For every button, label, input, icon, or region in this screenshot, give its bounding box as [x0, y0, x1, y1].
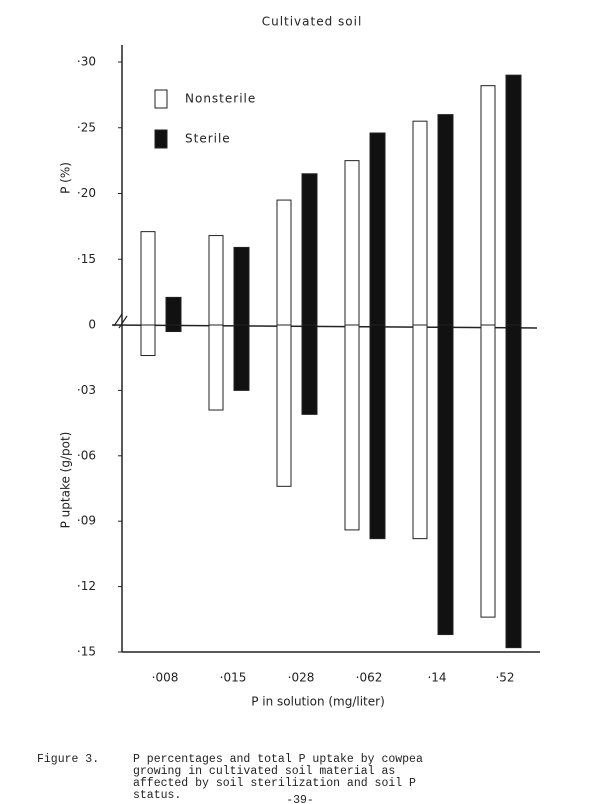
bar-p-percent — [140, 231, 156, 326]
bar-p-uptake — [480, 324, 496, 618]
bar-p-percent — [412, 120, 428, 326]
y-tick-label: 0 — [88, 318, 96, 332]
legend-label: Sterile — [185, 132, 231, 146]
bar-p-uptake — [505, 324, 522, 649]
bar-p-uptake — [208, 324, 224, 411]
y-axis-label: P (%) — [59, 162, 73, 194]
bar-p-uptake — [233, 324, 250, 391]
page-number: -39- — [286, 794, 314, 804]
caption-line: P percentages and total P uptake by cowp… — [133, 753, 423, 766]
bar-p-uptake — [412, 324, 428, 540]
x-tick-label: ·008 — [152, 671, 179, 685]
bar-p-uptake — [369, 324, 386, 540]
bar-p-uptake — [165, 324, 182, 333]
bar-p-percent — [165, 296, 182, 326]
zero-line — [111, 324, 538, 329]
bar-p-percent — [276, 199, 292, 326]
y-tick-label: ·12 — [77, 579, 96, 593]
y-tick-label: ·25 — [77, 120, 96, 134]
bar-p-uptake — [301, 324, 318, 415]
x-tick-label: ·062 — [356, 671, 383, 685]
bar-p-percent — [480, 85, 496, 326]
caption-figure: Figure 3. — [37, 753, 99, 766]
y-tick-label: ·15 — [77, 252, 96, 266]
x-axis-label: P in solution (mg/liter) — [251, 695, 385, 709]
y-tick-label: ·03 — [77, 383, 96, 397]
y-tick-label: ·09 — [77, 514, 96, 528]
x-tick-label: ·015 — [220, 671, 247, 685]
caption-line: affected by soil sterilization and soil … — [133, 777, 416, 790]
bar-p-uptake — [276, 324, 292, 487]
x-tick-label: ·14 — [427, 671, 446, 685]
y-tick-label: ·15 — [77, 645, 96, 659]
y-tick-label: ·06 — [77, 448, 96, 462]
y-tick-label: ·30 — [77, 55, 96, 69]
y-tick-label: ·20 — [77, 186, 96, 200]
caption-line: growing in cultivated soil material as — [133, 765, 395, 778]
bar-p-percent — [344, 160, 360, 326]
bar-p-percent — [369, 132, 386, 326]
y2-axis-label: P uptake (g/pot) — [59, 432, 73, 529]
axis-break — [113, 313, 128, 329]
x-tick-label: ·028 — [288, 671, 315, 685]
x-tick-label: ·52 — [495, 671, 514, 685]
bar-p-uptake — [344, 324, 360, 531]
bar-p-uptake — [140, 324, 156, 357]
bar-p-percent — [233, 246, 250, 326]
legend-swatch — [154, 129, 168, 149]
bar-p-percent — [208, 235, 224, 326]
bar-p-percent — [437, 114, 454, 326]
legend-label: Nonsterile — [185, 92, 256, 106]
bar-p-uptake — [437, 324, 454, 636]
caption-line: status. — [133, 789, 181, 802]
chart-title: Cultivated soil — [262, 15, 363, 29]
bar-p-percent — [301, 173, 318, 326]
legend-swatch — [154, 89, 168, 109]
bar-p-percent — [505, 74, 522, 326]
